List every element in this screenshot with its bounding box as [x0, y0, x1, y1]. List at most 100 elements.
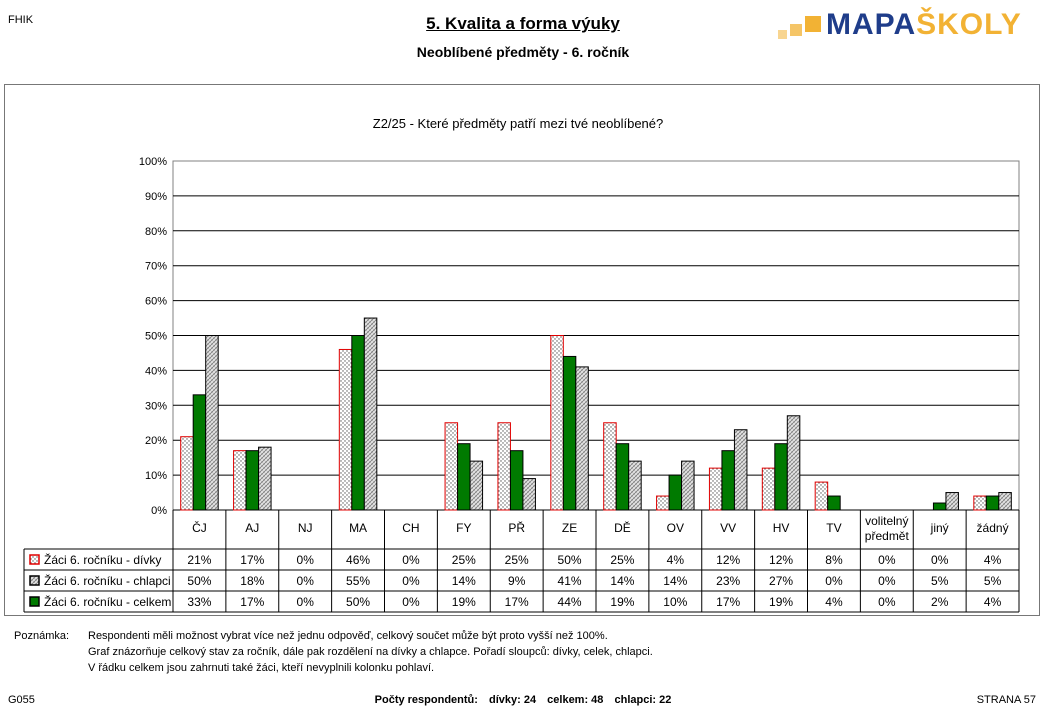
data-label: 50%: [558, 553, 582, 567]
bar: [656, 495, 670, 511]
data-label: 12%: [769, 553, 793, 567]
y-tick-label: 10%: [145, 470, 167, 482]
data-label: 25%: [452, 553, 476, 567]
data-label: 9%: [508, 574, 526, 588]
legend-label: Žáci 6. ročníku - dívky: [44, 552, 161, 567]
page-subtitle: Neoblíbené předměty - 6. ročník: [416, 44, 630, 60]
data-label: 27%: [769, 574, 793, 588]
data-label: 0%: [878, 553, 896, 567]
bar: [628, 460, 642, 511]
bar: [522, 478, 536, 511]
data-label: 0%: [402, 574, 420, 588]
data-label: 5%: [984, 574, 1002, 588]
respondent-counts: Počty respondentů: dívky: 24 celkem: 48 …: [300, 694, 746, 706]
data-label: 0%: [402, 595, 420, 609]
bar: [603, 422, 617, 511]
bar: [575, 366, 589, 511]
bar: [827, 495, 841, 511]
y-tick-label: 100%: [139, 156, 167, 168]
data-label: 19%: [769, 595, 793, 609]
bar: [509, 450, 524, 511]
y-tick-label: 80%: [145, 226, 167, 238]
data-label: 55%: [346, 574, 370, 588]
y-tick-label: 20%: [145, 435, 167, 447]
data-label: 4%: [984, 595, 1002, 609]
data-label: 33%: [187, 595, 211, 609]
bar: [932, 502, 947, 511]
y-tick-label: 70%: [145, 261, 167, 273]
data-label: 44%: [558, 595, 582, 609]
x-tick-label: volitelný: [865, 514, 908, 528]
bar: [814, 481, 829, 511]
data-label: 25%: [505, 553, 529, 567]
data-label: 14%: [663, 574, 687, 588]
note-line: Respondenti měli možnost vybrat více než…: [88, 630, 608, 642]
x-tick-label: PŘ: [508, 520, 525, 535]
legend-swatch: [29, 554, 40, 565]
data-label: 0%: [931, 553, 949, 567]
legend-label: Žáci 6. ročníku - chlapci: [44, 573, 171, 588]
data-label: 14%: [452, 574, 476, 588]
x-tick-label: jiný: [930, 521, 949, 535]
bar: [363, 317, 378, 511]
respondents-total: celkem: 48: [547, 694, 604, 706]
data-label: 41%: [558, 574, 582, 588]
bar: [192, 394, 207, 511]
bar: [457, 443, 471, 511]
bar: [469, 460, 484, 511]
data-label: 0%: [825, 574, 843, 588]
data-label: 4%: [667, 553, 685, 567]
bar: [774, 443, 788, 511]
data-label: 0%: [297, 595, 315, 609]
legend-label: Žáci 6. ročníku - celkem: [44, 594, 171, 609]
y-tick-label: 0%: [151, 505, 167, 517]
x-tick-label: FY: [456, 521, 471, 535]
legend-swatch: [29, 575, 40, 586]
bar: [681, 460, 695, 511]
x-tick-label: ZE: [562, 521, 577, 535]
chart-frame: [4, 84, 1040, 616]
data-label: 46%: [346, 553, 370, 567]
bar: [945, 492, 959, 511]
x-tick-label: ČJ: [192, 520, 207, 535]
legend-swatch: [29, 596, 40, 607]
data-label: 4%: [984, 553, 1002, 567]
x-tick-label: VV: [720, 521, 736, 535]
y-tick-label: 40%: [145, 365, 167, 377]
school-code: FHIK: [8, 14, 34, 26]
data-label: 17%: [240, 553, 264, 567]
data-label: 23%: [716, 574, 740, 588]
bar: [550, 335, 564, 511]
data-label: 17%: [240, 595, 264, 609]
page-number: STRANA 57: [976, 694, 1036, 706]
bar: [708, 467, 723, 511]
bar: [668, 474, 683, 511]
bar: [258, 446, 272, 511]
notes-label: Poznámka:: [14, 630, 70, 642]
bar: [721, 450, 735, 511]
bar: [180, 436, 194, 511]
bar: [351, 335, 365, 511]
y-tick-label: 50%: [145, 331, 167, 343]
y-tick-label: 30%: [145, 400, 167, 412]
data-label: 5%: [931, 574, 949, 588]
bar: [985, 495, 1000, 511]
x-tick-label: HV: [773, 521, 790, 535]
bar: [786, 415, 801, 511]
data-label: 0%: [297, 553, 315, 567]
bar: [998, 492, 1012, 511]
bar: [444, 422, 459, 511]
data-label: 50%: [346, 595, 370, 609]
data-label: 0%: [878, 574, 896, 588]
bar: [615, 443, 630, 511]
x-tick-label: DĚ: [614, 520, 631, 535]
data-label: 4%: [825, 595, 843, 609]
bar: [562, 355, 577, 511]
bar-chart: 0% 10% 20% 30% 40% 50% 60% 70% 80% 90% 100% ČJ AJ NJ…: [23, 156, 1020, 613]
respondents-boys: chlapci: 22: [614, 694, 672, 706]
data-label: 19%: [610, 595, 634, 609]
data-label: 10%: [663, 595, 687, 609]
data-label: 2%: [931, 595, 949, 609]
data-label: 12%: [716, 553, 740, 567]
data-label: 8%: [825, 553, 843, 567]
